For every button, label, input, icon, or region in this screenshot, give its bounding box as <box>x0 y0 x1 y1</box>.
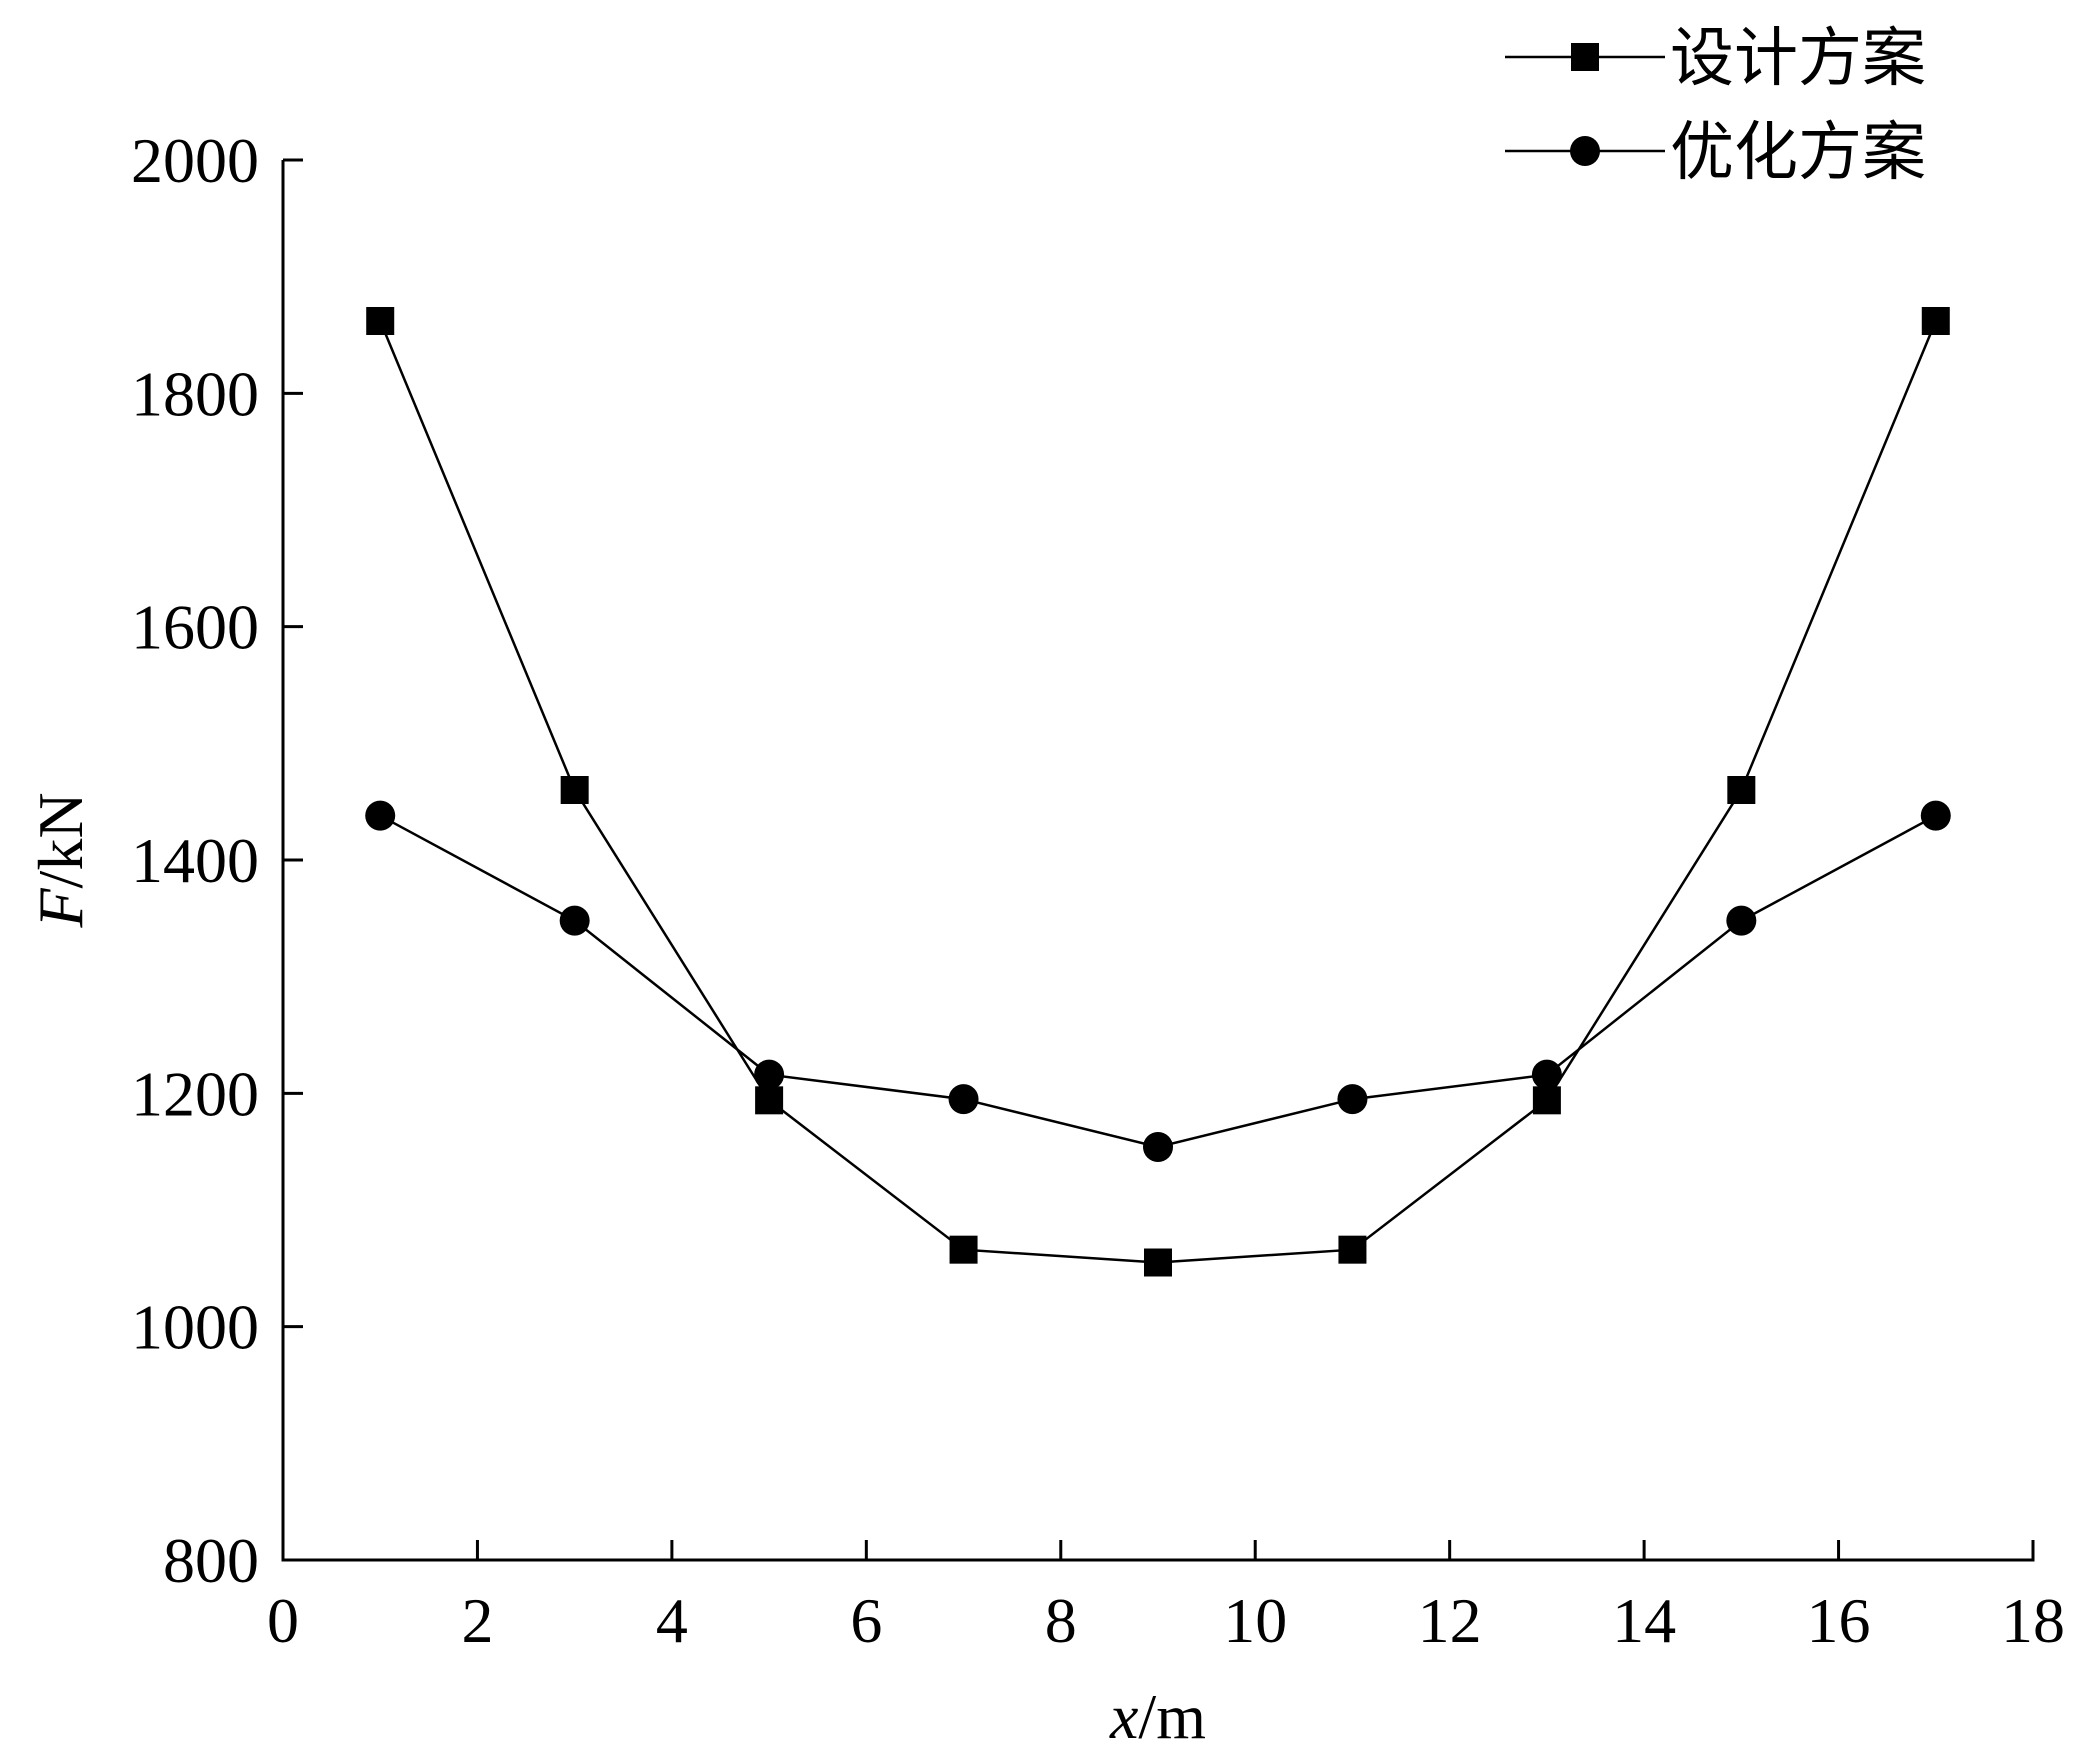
data-point-circle <box>1337 1084 1368 1115</box>
y-axis-unit: /kN <box>25 792 96 888</box>
x-tick-label: 2 <box>461 1585 493 1656</box>
y-tick-label: 2000 <box>131 125 259 196</box>
x-tick-label: 18 <box>2001 1585 2065 1656</box>
data-point-square <box>949 1235 978 1264</box>
data-point-square <box>560 776 589 804</box>
data-point-circle <box>1531 1059 1562 1090</box>
y-axis-variable: F <box>25 888 96 929</box>
y-tick-label: 1200 <box>131 1058 259 1129</box>
y-tick-label: 1400 <box>131 825 259 896</box>
data-point-square <box>1727 776 1756 804</box>
x-axis-variable: x <box>1109 1681 1138 1747</box>
x-tick-label: 16 <box>1807 1585 1871 1656</box>
y-axis-ticks: 800 1000 1200 1400 1600 1800 2000 <box>131 125 303 1596</box>
x-tick-label: 8 <box>1045 1585 1077 1656</box>
series-layer <box>365 307 1951 1277</box>
data-point-square <box>1144 1248 1172 1277</box>
x-axis-ticks: 0 2 4 6 8 10 12 14 16 18 <box>267 1540 2065 1656</box>
y-axis-title: F/kN <box>25 792 96 928</box>
data-point-circle <box>948 1084 979 1115</box>
x-tick-label: 14 <box>1612 1585 1676 1656</box>
legend: 设计方案 优化方案 <box>1505 22 1926 190</box>
legend-item-optimized: 优化方案 <box>1505 116 1926 190</box>
data-point-circle <box>1143 1132 1173 1162</box>
legend-item-design: 设计方案 <box>1505 22 1926 96</box>
x-tick-label: 0 <box>267 1585 299 1656</box>
series-line-circle <box>379 814 1937 1149</box>
legend-label-optimized: 优化方案 <box>1670 116 1926 190</box>
data-point-square <box>1921 307 1950 335</box>
x-tick-label: 4 <box>656 1585 688 1656</box>
y-tick-label: 1000 <box>131 1292 259 1363</box>
data-point-square <box>755 1086 784 1115</box>
data-point-circle <box>365 800 396 831</box>
data-point-circle <box>559 905 590 936</box>
y-tick-label: 1800 <box>131 358 259 429</box>
x-axis-title: x/m <box>1109 1681 1206 1747</box>
x-axis-unit: /m <box>1138 1681 1206 1747</box>
data-point-square <box>1338 1235 1367 1264</box>
data-point-circle <box>1726 905 1757 936</box>
axes-frame <box>281 160 2035 1562</box>
data-point-square <box>1532 1086 1561 1115</box>
legend-square-marker <box>1571 43 1599 71</box>
x-tick-label: 6 <box>850 1585 882 1656</box>
data-point-circle <box>1920 800 1951 831</box>
x-tick-label: 10 <box>1223 1585 1287 1656</box>
x-tick-label: 12 <box>1418 1585 1482 1656</box>
data-point-square <box>366 307 395 335</box>
data-point-circle <box>754 1059 785 1090</box>
series-line-square <box>379 320 1937 1264</box>
y-tick-label: 1600 <box>131 592 259 663</box>
legend-circle-marker <box>1570 136 1600 166</box>
legend-label-design: 设计方案 <box>1670 22 1926 96</box>
y-tick-label: 800 <box>163 1525 259 1596</box>
